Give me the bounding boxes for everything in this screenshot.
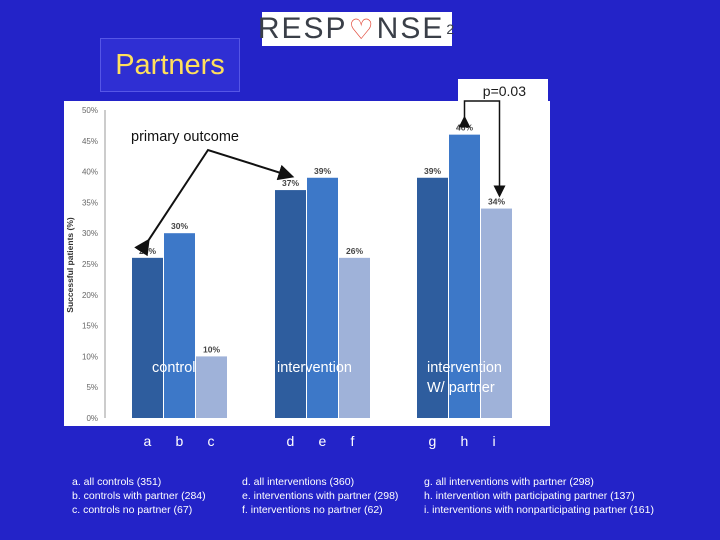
data-label-h: 46% xyxy=(456,123,473,133)
data-label-b: 30% xyxy=(171,221,188,231)
y-tick-label: 25% xyxy=(82,260,98,269)
y-tick-label: 50% xyxy=(82,106,98,115)
legend-item: e. interventions with partner (298) xyxy=(242,490,399,502)
category-letter-c: c xyxy=(207,433,215,449)
bar-b xyxy=(164,233,195,418)
legend-col-control: a. all controls (351) b. controls with p… xyxy=(72,475,206,517)
bar-d xyxy=(275,190,306,418)
bar-a xyxy=(132,257,163,418)
data-label-i: 34% xyxy=(488,197,505,207)
response2-logo: RESP ♡ NSE 2 xyxy=(258,12,454,46)
bar-e xyxy=(307,177,338,418)
legend-item: c. controls no partner (67) xyxy=(72,504,193,516)
slide-title: Partners xyxy=(115,48,225,81)
bar-i xyxy=(481,208,512,418)
y-tick-label: 15% xyxy=(82,322,98,331)
category-letter-h: h xyxy=(460,433,469,449)
group-label: intervention xyxy=(277,360,352,376)
category-letter-g: g xyxy=(428,433,437,449)
pvalue-bracket xyxy=(458,100,506,198)
legend-item: i. interventions with nonparticipating p… xyxy=(424,504,654,516)
y-tick-label: 40% xyxy=(82,168,98,177)
legend-item: a. all controls (351) xyxy=(72,476,162,488)
y-tick-label: 30% xyxy=(82,229,98,238)
y-tick-label: 20% xyxy=(82,291,98,300)
legend-col-intervention: d. all interventions (360) e. interventi… xyxy=(242,475,398,517)
category-letter-e: e xyxy=(318,433,327,449)
y-tick-label: 45% xyxy=(82,137,98,146)
data-label-e: 39% xyxy=(314,166,331,176)
logo-text-part1: RESP xyxy=(257,12,348,45)
category-letter-f: f xyxy=(350,433,355,449)
data-label-g: 39% xyxy=(424,166,441,176)
data-label-c: 10% xyxy=(203,344,220,354)
y-tick-label: 10% xyxy=(82,352,98,361)
data-label-d: 37% xyxy=(282,178,299,188)
category-letter-i: i xyxy=(492,433,496,449)
group-label: control xyxy=(152,360,196,376)
pvalue-label: p=0.03 xyxy=(482,82,526,99)
group-label: intervention W/ partner xyxy=(427,360,502,396)
bar-f xyxy=(339,257,370,418)
legend-item: h. intervention with participating partn… xyxy=(424,490,635,502)
y-axis-title: Successful patients (%) xyxy=(65,217,75,313)
legend-col-partner: g. all interventions with partner (298) … xyxy=(424,475,654,517)
legend-item: f. interventions no partner (62) xyxy=(242,504,383,516)
data-label-a: 26% xyxy=(139,246,156,256)
y-tick-label: 35% xyxy=(82,198,98,207)
logo-superscript: 2 xyxy=(446,21,457,37)
bar-c xyxy=(196,356,227,418)
data-label-f: 26% xyxy=(346,246,363,256)
pvalue-box: p=0.03 xyxy=(458,79,548,102)
logo-text-part2: NSE xyxy=(376,12,445,45)
primary-outcome-annotation: primary outcome xyxy=(131,129,239,145)
legend-item: d. all interventions (360) xyxy=(242,476,355,488)
y-tick-label: 5% xyxy=(86,383,98,392)
y-tick-label: 0% xyxy=(86,414,98,423)
heart-icon: ♡ xyxy=(348,13,376,45)
slide-title-box: Partners xyxy=(100,38,240,92)
category-letter-b: b xyxy=(175,433,184,449)
primary-outcome-arrows xyxy=(134,148,295,257)
legend-item: g. all interventions with partner (298) xyxy=(424,476,594,488)
legend-item: b. controls with partner (284) xyxy=(72,490,206,502)
category-letter-d: d xyxy=(286,433,295,449)
category-letter-a: a xyxy=(143,433,152,449)
bar-g xyxy=(417,177,448,418)
